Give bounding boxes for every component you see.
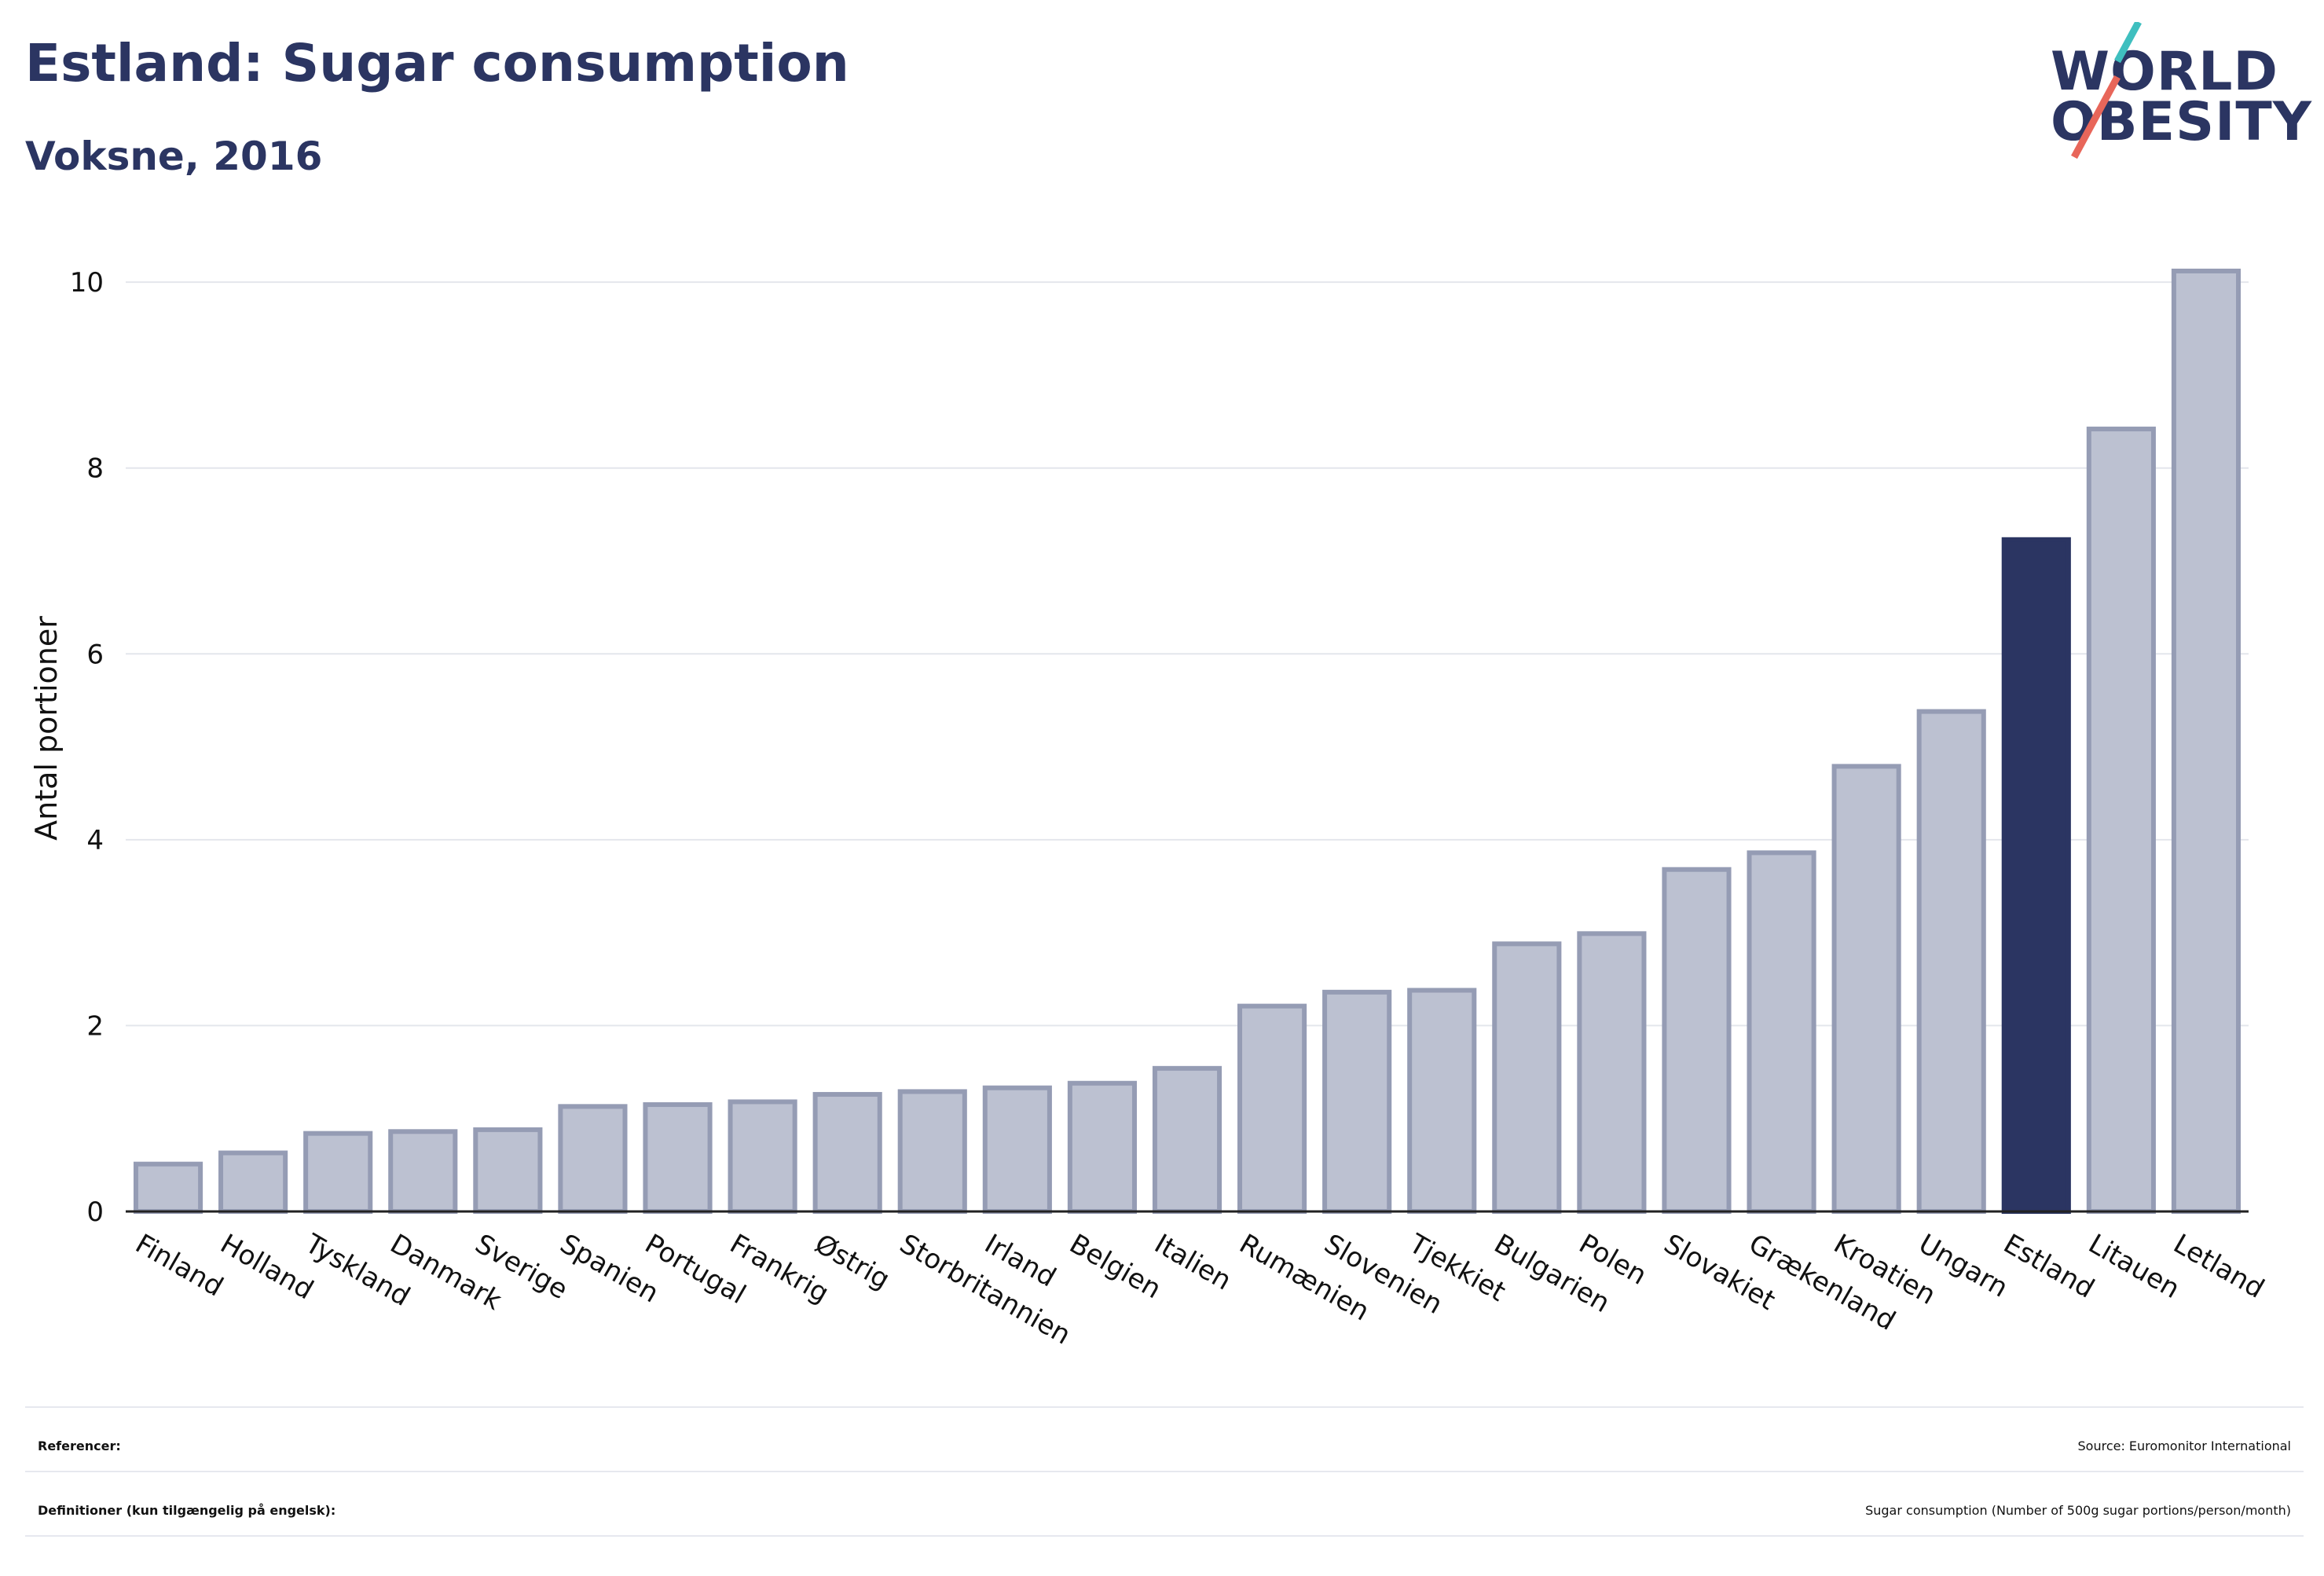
bar-østrig[interactable] (812, 1091, 882, 1214)
x-tick-label: Holland (215, 1228, 319, 1306)
page-title: Estland: Sugar consumption (25, 33, 849, 93)
footer-definitions-row: Definitioner (kun tilgængelig på engelsk… (25, 1479, 2304, 1541)
x-tick-label: Finland (130, 1228, 229, 1303)
footer-divider-bottom (25, 1535, 2304, 1537)
bar-ungarn[interactable] (1916, 709, 1986, 1214)
bars (133, 268, 2242, 1215)
bar-estland[interactable] (2001, 537, 2071, 1214)
bar-slovenien[interactable] (1322, 989, 1392, 1214)
bar-danmark[interactable] (388, 1129, 458, 1215)
bar-kroatien[interactable] (1831, 764, 1901, 1214)
bar-bulgarien[interactable] (1492, 941, 1562, 1215)
x-tick-label: Belgien (1064, 1228, 1166, 1305)
bar-litauen[interactable] (2086, 427, 2156, 1214)
bar-portugal[interactable] (643, 1101, 713, 1214)
bar-belgien[interactable] (1067, 1080, 1137, 1215)
bar-slovakiet[interactable] (1662, 867, 1732, 1215)
bar-storbritannien[interactable] (897, 1089, 967, 1214)
bar-sverige[interactable] (473, 1127, 543, 1214)
world-obesity-logo: WORLD OBESITY (2051, 22, 2311, 163)
y-tick-label: 2 (86, 1010, 104, 1042)
bar-rumænien[interactable] (1237, 1003, 1307, 1215)
definitions-value: Sugar consumption (Number of 500g sugar … (1865, 1502, 2291, 1518)
x-tick-label: Letland (2168, 1228, 2269, 1305)
logo-slash-icon (2071, 22, 2142, 159)
bar-finland[interactable] (133, 1161, 203, 1215)
x-tick-label: Italien (1149, 1228, 1237, 1296)
y-tick-label: 6 (86, 639, 104, 670)
y-tick-label: 4 (86, 825, 104, 856)
references-label: Referencer: (38, 1438, 121, 1453)
bar-tyskland[interactable] (303, 1131, 373, 1215)
definitions-label: Definitioner (kun tilgængelig på engelsk… (38, 1502, 336, 1518)
bar-irland[interactable] (982, 1085, 1052, 1215)
bar-chart: 0246810FinlandHollandTysklandDanmarkSver… (29, 267, 2270, 1351)
footer-divider-top (25, 1406, 2304, 1408)
y-tick-label: 10 (70, 267, 104, 299)
footer-references-row: Referencer: Source: Euromonitor Internat… (25, 1414, 2304, 1477)
x-tick-label: Litauen (2083, 1228, 2185, 1305)
bar-frankrig[interactable] (728, 1099, 797, 1214)
bar-tjekkiet[interactable] (1407, 988, 1477, 1214)
footer-divider-middle (25, 1471, 2304, 1472)
y-axis-title: Antal portioner (29, 616, 64, 841)
bar-italien[interactable] (1152, 1065, 1222, 1214)
y-tick-label: 0 (86, 1197, 104, 1228)
bar-polen[interactable] (1577, 931, 1647, 1214)
bar-spanien[interactable] (558, 1104, 628, 1215)
bar-letland[interactable] (2171, 268, 2242, 1214)
references-value: Source: Euromonitor International (2077, 1438, 2292, 1453)
x-tick-label: Estland (1998, 1228, 2099, 1305)
logo-slash-teal (2114, 22, 2142, 64)
logo-slash-red (2071, 75, 2121, 159)
bar-holland[interactable] (218, 1150, 288, 1214)
logo-line-1: WORLD (2051, 41, 2278, 103)
bar-grækenland[interactable] (1747, 850, 1816, 1214)
y-tick-label: 8 (86, 453, 104, 485)
page-subtitle: Voksne, 2016 (25, 134, 323, 179)
